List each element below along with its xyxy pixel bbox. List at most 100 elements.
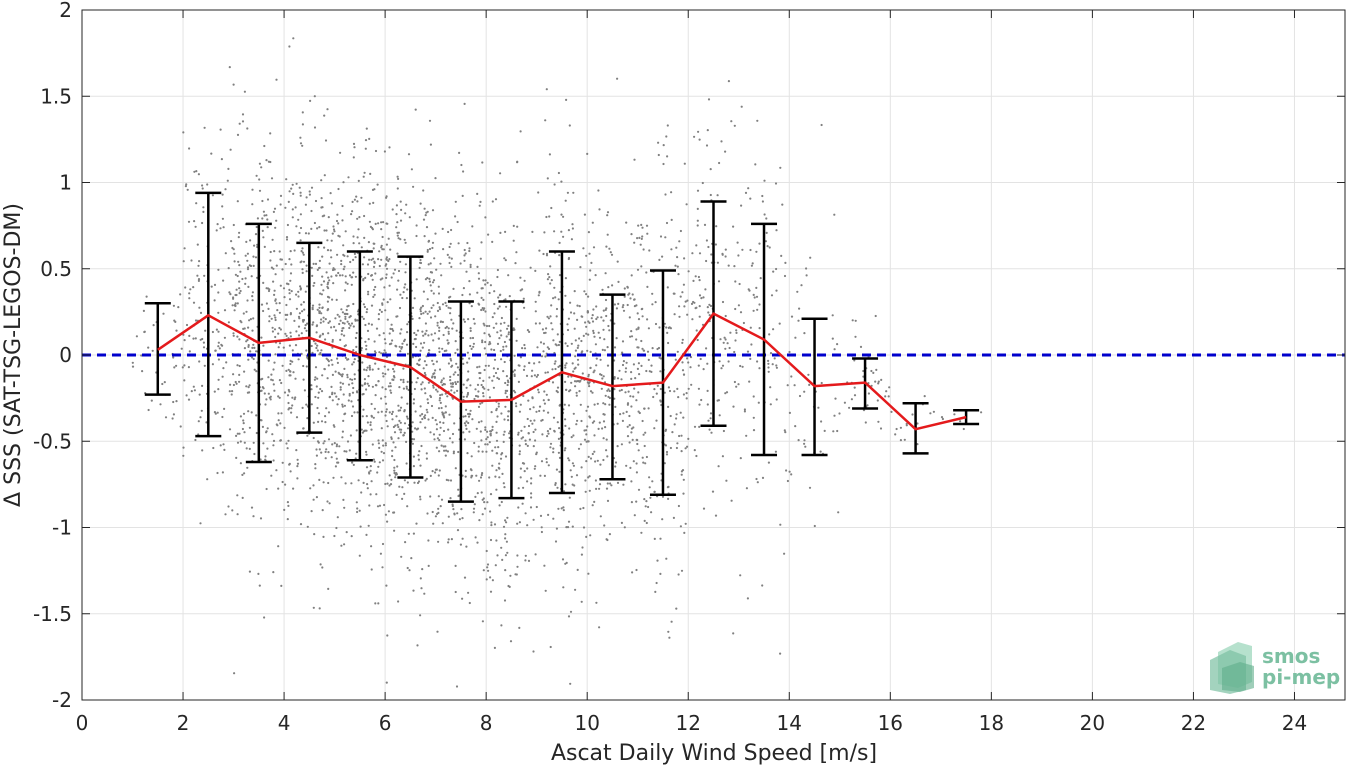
scatter-point	[272, 571, 275, 574]
scatter-point	[230, 240, 233, 243]
scatter-point	[521, 347, 524, 350]
scatter-point	[506, 383, 509, 387]
scatter-point	[381, 439, 384, 442]
scatter-point	[696, 338, 699, 342]
scatter-point	[551, 328, 554, 331]
scatter-point	[497, 296, 500, 299]
scatter-point	[746, 350, 750, 353]
scatter-point	[197, 173, 200, 176]
scatter-point	[599, 358, 602, 361]
scatter-point	[608, 533, 612, 536]
scatter-point	[890, 410, 893, 413]
scatter-point	[491, 449, 494, 452]
scatter-point	[628, 424, 631, 427]
scatter-point	[477, 405, 481, 408]
scatter-point	[382, 375, 385, 378]
scatter-point	[765, 231, 768, 234]
scatter-point	[243, 347, 246, 350]
scatter-point	[365, 415, 368, 418]
scatter-point	[414, 108, 417, 111]
scatter-point	[546, 430, 550, 433]
scatter-point	[310, 266, 313, 269]
scatter-point	[698, 138, 701, 141]
scatter-point	[676, 442, 679, 445]
scatter-point	[447, 306, 450, 309]
scatter-point	[571, 227, 575, 230]
scatter-point	[365, 348, 368, 351]
scatter-point	[399, 332, 402, 335]
scatter-point	[534, 553, 537, 556]
scatter-point	[217, 378, 220, 381]
scatter-point	[305, 403, 308, 406]
scatter-point	[444, 301, 447, 304]
scatter-point	[327, 481, 330, 485]
scatter-point	[752, 416, 755, 419]
scatter-point	[421, 304, 424, 308]
scatter-point	[749, 248, 752, 252]
scatter-point	[385, 195, 388, 198]
scatter-point	[416, 481, 420, 485]
scatter-point	[406, 323, 409, 326]
scatter-point	[874, 314, 877, 318]
scatter-point	[730, 120, 733, 123]
scatter-point	[395, 493, 398, 496]
scatter-point	[554, 482, 557, 485]
scatter-point	[282, 287, 286, 290]
scatter-point	[456, 380, 459, 383]
scatter-point	[439, 505, 442, 508]
scatter-point	[598, 483, 602, 486]
scatter-point	[472, 511, 475, 514]
scatter-point	[316, 440, 320, 443]
scatter-point	[327, 276, 330, 279]
scatter-point	[473, 322, 476, 325]
scatter-point	[395, 415, 398, 418]
scatter-point	[796, 290, 799, 293]
scatter-point	[204, 329, 207, 332]
scatter-point	[350, 414, 354, 418]
scatter-point	[365, 466, 369, 469]
scatter-point	[520, 429, 523, 432]
scatter-point	[181, 366, 184, 369]
scatter-point	[274, 299, 277, 302]
scatter-point	[307, 232, 310, 235]
scatter-point	[452, 322, 455, 325]
scatter-point	[367, 384, 370, 387]
scatter-point	[500, 500, 503, 504]
scatter-point	[507, 419, 510, 422]
scatter-point	[290, 411, 293, 414]
scatter-point	[395, 315, 398, 318]
scatter-point	[293, 319, 296, 322]
scatter-point	[306, 417, 309, 420]
scatter-point	[419, 258, 422, 262]
scatter-point	[603, 338, 606, 341]
scatter-point	[420, 587, 423, 590]
scatter-point	[202, 206, 205, 209]
mean-line-layer	[157, 312, 967, 431]
scatter-point	[524, 439, 527, 442]
scatter-point	[331, 363, 334, 366]
scatter-point	[877, 420, 880, 423]
scatter-point	[539, 474, 542, 477]
scatter-point	[321, 255, 324, 258]
scatter-point	[320, 349, 323, 352]
scatter-point	[783, 552, 786, 555]
scatter-point	[287, 401, 290, 405]
scatter-point	[400, 328, 403, 331]
scatter-point	[312, 321, 315, 324]
scatter-point	[468, 430, 471, 433]
scatter-point	[461, 597, 464, 600]
scatter-point	[249, 318, 252, 321]
scatter-point	[341, 373, 344, 376]
scatter-point	[366, 263, 370, 266]
scatter-point	[271, 238, 274, 241]
scatter-point	[385, 408, 388, 411]
scatter-point	[553, 183, 556, 186]
scatter-point	[644, 462, 647, 465]
scatter-point	[481, 161, 484, 164]
scatter-point	[246, 252, 249, 255]
scatter-point	[649, 496, 652, 499]
scatter-point	[194, 319, 198, 322]
scatter-point	[600, 387, 603, 390]
scatter-point	[595, 364, 598, 367]
